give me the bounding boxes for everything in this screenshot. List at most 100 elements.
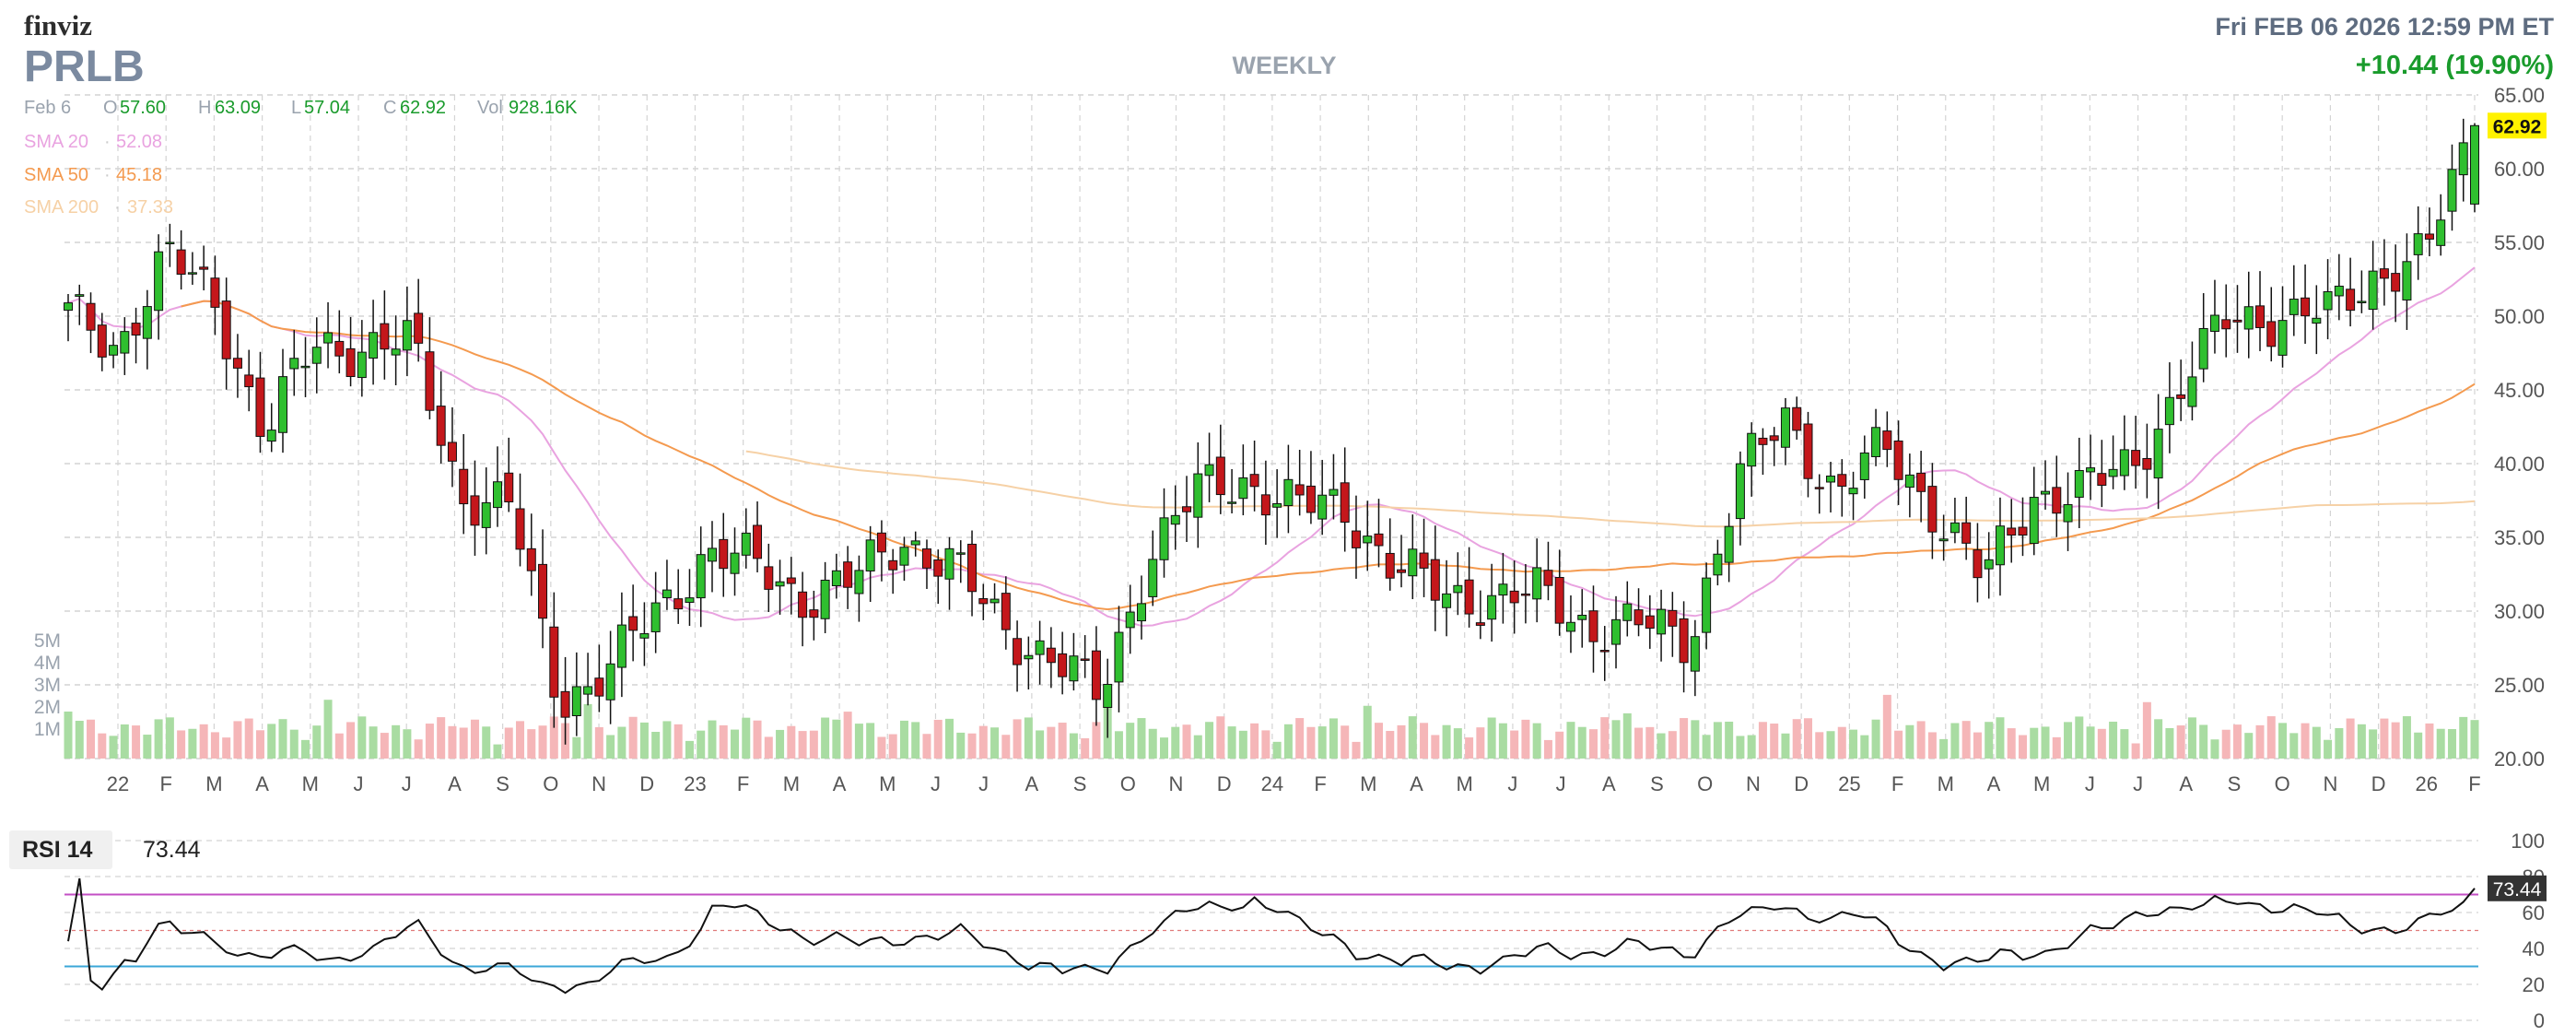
candle-body (662, 589, 672, 598)
candle-body (86, 302, 96, 331)
volume-bar (1092, 722, 1101, 759)
volume-bar (2165, 727, 2174, 759)
volume-bar (392, 724, 401, 759)
volume-bar (1600, 717, 1610, 759)
candle-body (311, 347, 322, 364)
candle-body (414, 312, 424, 344)
volume-bar (2120, 729, 2129, 759)
candle-body (1520, 593, 1530, 596)
volume-bar (1498, 723, 1507, 759)
volume-bar (357, 716, 367, 759)
volume-bar (1069, 733, 1078, 759)
price-axis: 65.00 60.00 55.00 50.00 45.00 40.00 35.00 30.00… (34, 84, 2547, 771)
volume-bar (493, 744, 502, 759)
volume-bar (2301, 723, 2310, 759)
volume-bar (639, 722, 649, 759)
volume-bar (414, 739, 423, 759)
candle-body (967, 543, 978, 593)
volume-bar (911, 722, 920, 759)
volume-bar (2018, 735, 2027, 759)
volume-bar (2142, 701, 2151, 759)
volume-bar (1849, 729, 1858, 759)
candle-body (2379, 268, 2389, 279)
volume-bar (787, 725, 796, 759)
candle-body (1408, 548, 1418, 577)
candle-body (2086, 467, 2096, 473)
volume-bar (98, 733, 107, 759)
candle-body (2357, 300, 2367, 303)
candle-body (1238, 477, 1248, 500)
rsi-line (67, 877, 2476, 995)
candle-body (854, 570, 864, 595)
volume-bar (425, 724, 434, 759)
volume-bar (1283, 724, 1293, 759)
volume-bar (1182, 724, 1191, 759)
candle-body (1498, 583, 1508, 596)
volume-bar (132, 725, 141, 759)
volume-bar (945, 718, 954, 759)
volume-bar (990, 727, 1000, 759)
candle-body (989, 598, 1000, 604)
time-tick-label: M (1938, 772, 1954, 795)
candle-body (2289, 299, 2299, 315)
candle-body (639, 633, 650, 639)
candle-body (1430, 559, 1440, 601)
candle-body (255, 377, 265, 437)
candle-body (1114, 631, 1124, 683)
candle-body (2153, 429, 2163, 479)
time-tick-label: S (496, 772, 509, 795)
candle-body (1599, 650, 1610, 653)
rsi-label-box (9, 830, 112, 869)
candle-body (1215, 456, 1225, 496)
candle-body (2301, 297, 2311, 317)
time-tick-label: N (1169, 772, 1184, 795)
candle-body (1351, 530, 1361, 548)
volume-bar (1148, 728, 1157, 759)
volume-bar (708, 720, 717, 759)
volume-bars (64, 694, 2479, 759)
volume-bar (2436, 728, 2445, 759)
candle-body (1487, 595, 1497, 620)
time-tick-label: D (639, 772, 654, 795)
price-tick-label: 60.00 (2494, 158, 2545, 181)
candle-body (2063, 504, 2073, 523)
candle-body (1080, 658, 1090, 661)
time-tick-label: M (783, 772, 800, 795)
volume-bar (120, 724, 129, 759)
volume-bar (2097, 728, 2106, 759)
volume-bar (1047, 726, 1056, 759)
candle-body (1747, 432, 1757, 467)
volume-bar (2030, 727, 2039, 759)
rsi-value-tag-label: 73.44 (2493, 879, 2542, 901)
candle-body (2277, 320, 2288, 356)
volume-bar (1894, 730, 1903, 759)
price-tick-label: 40.00 (2494, 453, 2545, 476)
finviz-logo[interactable]: finviz (24, 9, 92, 41)
volume-bar (1521, 719, 1530, 759)
candle-body (753, 524, 763, 559)
volume-bar (1668, 731, 1677, 759)
candle-body (1024, 654, 1034, 660)
candle-body (1848, 488, 1858, 495)
volume-bar (2210, 739, 2219, 759)
candle-body (888, 559, 898, 571)
candle-body (2119, 449, 2129, 477)
volume-tick-label: 5M (34, 630, 61, 652)
time-tick-label: A (2179, 772, 2193, 795)
time-tick-label: J (354, 772, 364, 795)
price-tick-label: 55.00 (2494, 231, 2545, 254)
period-label: WEEKLY (1232, 52, 1336, 79)
volume-bar (1645, 726, 1655, 759)
candle-body (1554, 576, 1564, 624)
candle-body (1272, 503, 1282, 508)
candle-body (1588, 610, 1598, 642)
candle-body (1159, 517, 1169, 560)
candle-body (1961, 522, 1972, 544)
candle-body (470, 495, 480, 526)
candle-body (2391, 273, 2401, 292)
time-tick-label: N (591, 772, 606, 795)
candle-body (2334, 285, 2344, 297)
volume-bar (459, 727, 468, 759)
candle-body (391, 348, 401, 356)
